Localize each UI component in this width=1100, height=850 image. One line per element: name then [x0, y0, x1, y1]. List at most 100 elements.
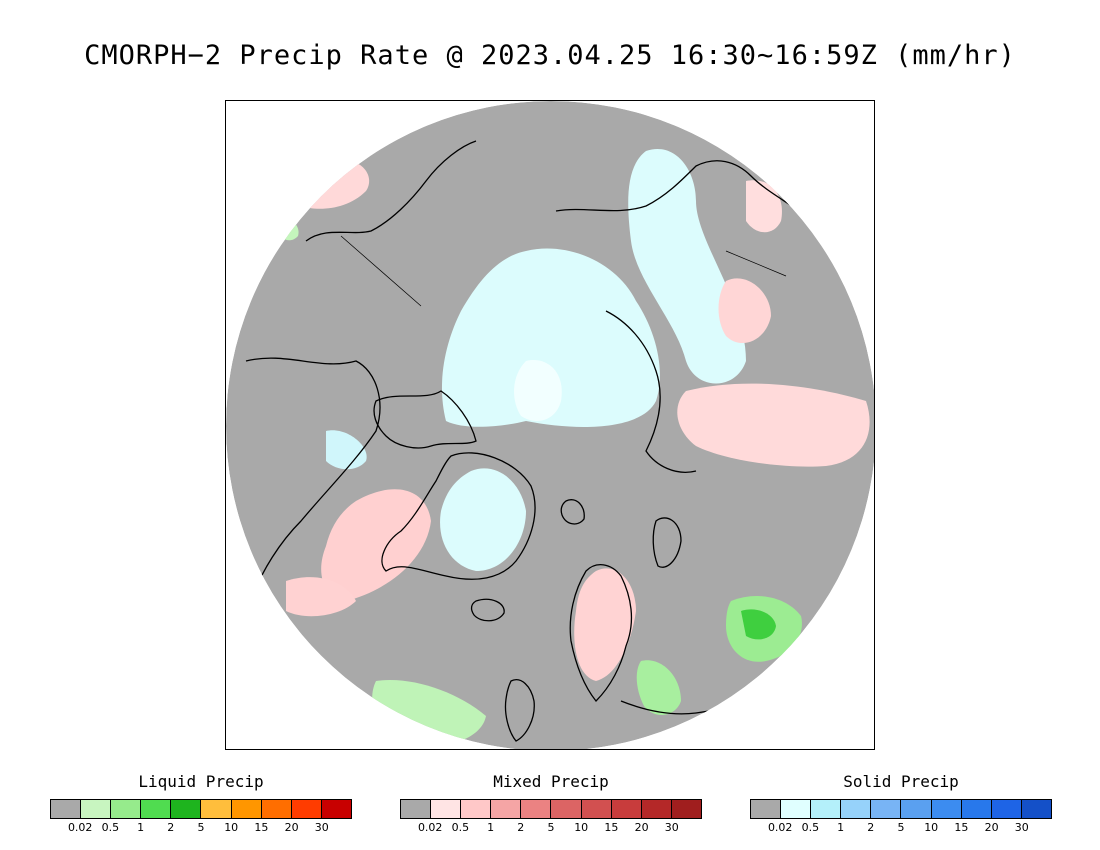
siberia-north-coastline	[605, 310, 697, 473]
legend-tick-label: 1	[137, 821, 145, 834]
legend-tick-label: 15	[254, 821, 269, 834]
legend-tick-label: 0.02	[767, 821, 793, 834]
polar-precip-map	[225, 100, 875, 750]
scandinavia-coastline	[569, 564, 633, 702]
legend-tick-label: 15	[604, 821, 619, 834]
coastlines	[245, 140, 807, 742]
legend-tick-label: 20	[634, 821, 649, 834]
legend-tick-label: 2	[867, 821, 875, 834]
legend-swatch	[671, 800, 701, 818]
legend-tick-label: 0.02	[67, 821, 93, 834]
liquid-precip-baltic	[636, 660, 681, 716]
legend-solid: Solid Precip 0.02 0.5 1 2 5 10 15 20 30	[750, 772, 1052, 835]
mixed-precip-scandinavia	[574, 568, 636, 681]
liquid-precip-north-america	[278, 219, 299, 241]
map-title: CMORPH−2 Precip Rate @ 2023.04.25 16:30~…	[84, 40, 1016, 71]
map-canvas	[226, 101, 874, 749]
legend-swatch	[461, 800, 492, 818]
legend-tick-label: 15	[954, 821, 969, 834]
legend-swatch	[171, 800, 202, 818]
legend-ticks: 0.02 0.5 1 2 5 10 15 20 30	[400, 821, 702, 835]
legend-tick-label: 30	[664, 821, 679, 834]
legend-swatch	[111, 800, 142, 818]
canadian-archipelago-coastline	[373, 390, 477, 449]
legend-tick-label: 0.5	[451, 821, 470, 834]
legend-swatch	[611, 800, 642, 818]
legend-tick-label: 5	[897, 821, 905, 834]
iceland-coastline	[470, 598, 505, 622]
legend-tick-label: 2	[167, 821, 175, 834]
legend-tick-label: 10	[574, 821, 589, 834]
liquid-precip-europe-core	[741, 609, 776, 640]
legend-swatch	[871, 800, 902, 818]
legend-swatch	[901, 800, 932, 818]
legend-ticks: 0.02 0.5 1 2 5 10 15 20 30	[750, 821, 1052, 835]
legend-swatch	[581, 800, 612, 818]
map-disc	[226, 101, 874, 749]
legend-swatch	[641, 800, 672, 818]
legend-tick-label: 30	[1014, 821, 1029, 834]
greenland-coastline	[381, 452, 536, 580]
legend-swatch	[141, 800, 172, 818]
legend-swatch	[931, 800, 962, 818]
legend-color-bar	[50, 799, 352, 819]
legend-swatch	[291, 800, 322, 818]
solid-precip-arctic-region	[441, 248, 660, 427]
legend-tick-label: 0.02	[417, 821, 443, 834]
legend-swatch	[431, 800, 462, 818]
legend-tick-label: 1	[487, 821, 495, 834]
political-borders	[340, 235, 787, 307]
siberia-east-coastline	[555, 160, 807, 217]
legend-liquid: Liquid Precip 0.02 0.5 1 2 5 10 15 20 30	[50, 772, 352, 835]
legend-swatch	[231, 800, 262, 818]
solid-precip-central	[514, 360, 562, 421]
legend-swatch	[781, 800, 812, 818]
legend-title: Solid Precip	[843, 772, 959, 791]
legend-tick-label: 5	[197, 821, 205, 834]
solid-precip-greenland-interior	[440, 468, 526, 571]
legend-color-bar	[400, 799, 702, 819]
legend-swatch	[811, 800, 842, 818]
legend-swatch	[201, 800, 232, 818]
alaska-coastline	[305, 140, 477, 242]
legend-tick-label: 0.5	[101, 821, 120, 834]
solid-precip-canada-patch	[326, 430, 367, 470]
uk-coastline	[504, 679, 535, 742]
legend-tick-label: 10	[924, 821, 939, 834]
legend-swatch	[401, 800, 432, 818]
legend-tick-label: 1	[837, 821, 845, 834]
mixed-precip-greenland-west	[321, 489, 431, 601]
legend-tick-label: 2	[517, 821, 525, 834]
legend-mixed: Mixed Precip 0.02 0.5 1 2 5 10 15 20 30	[400, 772, 702, 835]
solid-precip-east-siberia	[628, 149, 746, 384]
legend-swatch	[261, 800, 292, 818]
legend-swatch	[321, 800, 351, 818]
legend-color-bar	[750, 799, 1052, 819]
legend-swatch	[991, 800, 1022, 818]
legend-swatch	[841, 800, 872, 818]
us-canada-border	[340, 235, 422, 307]
canada-north-coastline	[245, 357, 381, 602]
legend-swatch	[521, 800, 552, 818]
legend-title: Liquid Precip	[138, 772, 264, 791]
legend-tick-label: 30	[314, 821, 329, 834]
legend-tick-label: 5	[547, 821, 555, 834]
mixed-precip-labrador	[286, 577, 356, 617]
mixed-precip-siberia-north	[718, 278, 771, 344]
legend-tick-label: 10	[224, 821, 239, 834]
legend-swatch	[551, 800, 582, 818]
legend-tick-label: 20	[984, 821, 999, 834]
legend-tick-label: 20	[284, 821, 299, 834]
mixed-precip-east-sector	[677, 383, 870, 467]
svalbard-coastline	[560, 499, 585, 525]
border-east	[725, 250, 787, 277]
legend-swatch	[51, 800, 82, 818]
legend-ticks: 0.02 0.5 1 2 5 10 15 20 30	[50, 821, 352, 835]
mixed-precip-alaska	[746, 180, 782, 233]
legend-tick-label: 0.5	[801, 821, 820, 834]
legend-swatch	[81, 800, 112, 818]
novaya-zemlya-coastline	[652, 517, 682, 568]
legend-swatch	[751, 800, 782, 818]
legend-swatch	[961, 800, 992, 818]
legend-title: Mixed Precip	[493, 772, 609, 791]
